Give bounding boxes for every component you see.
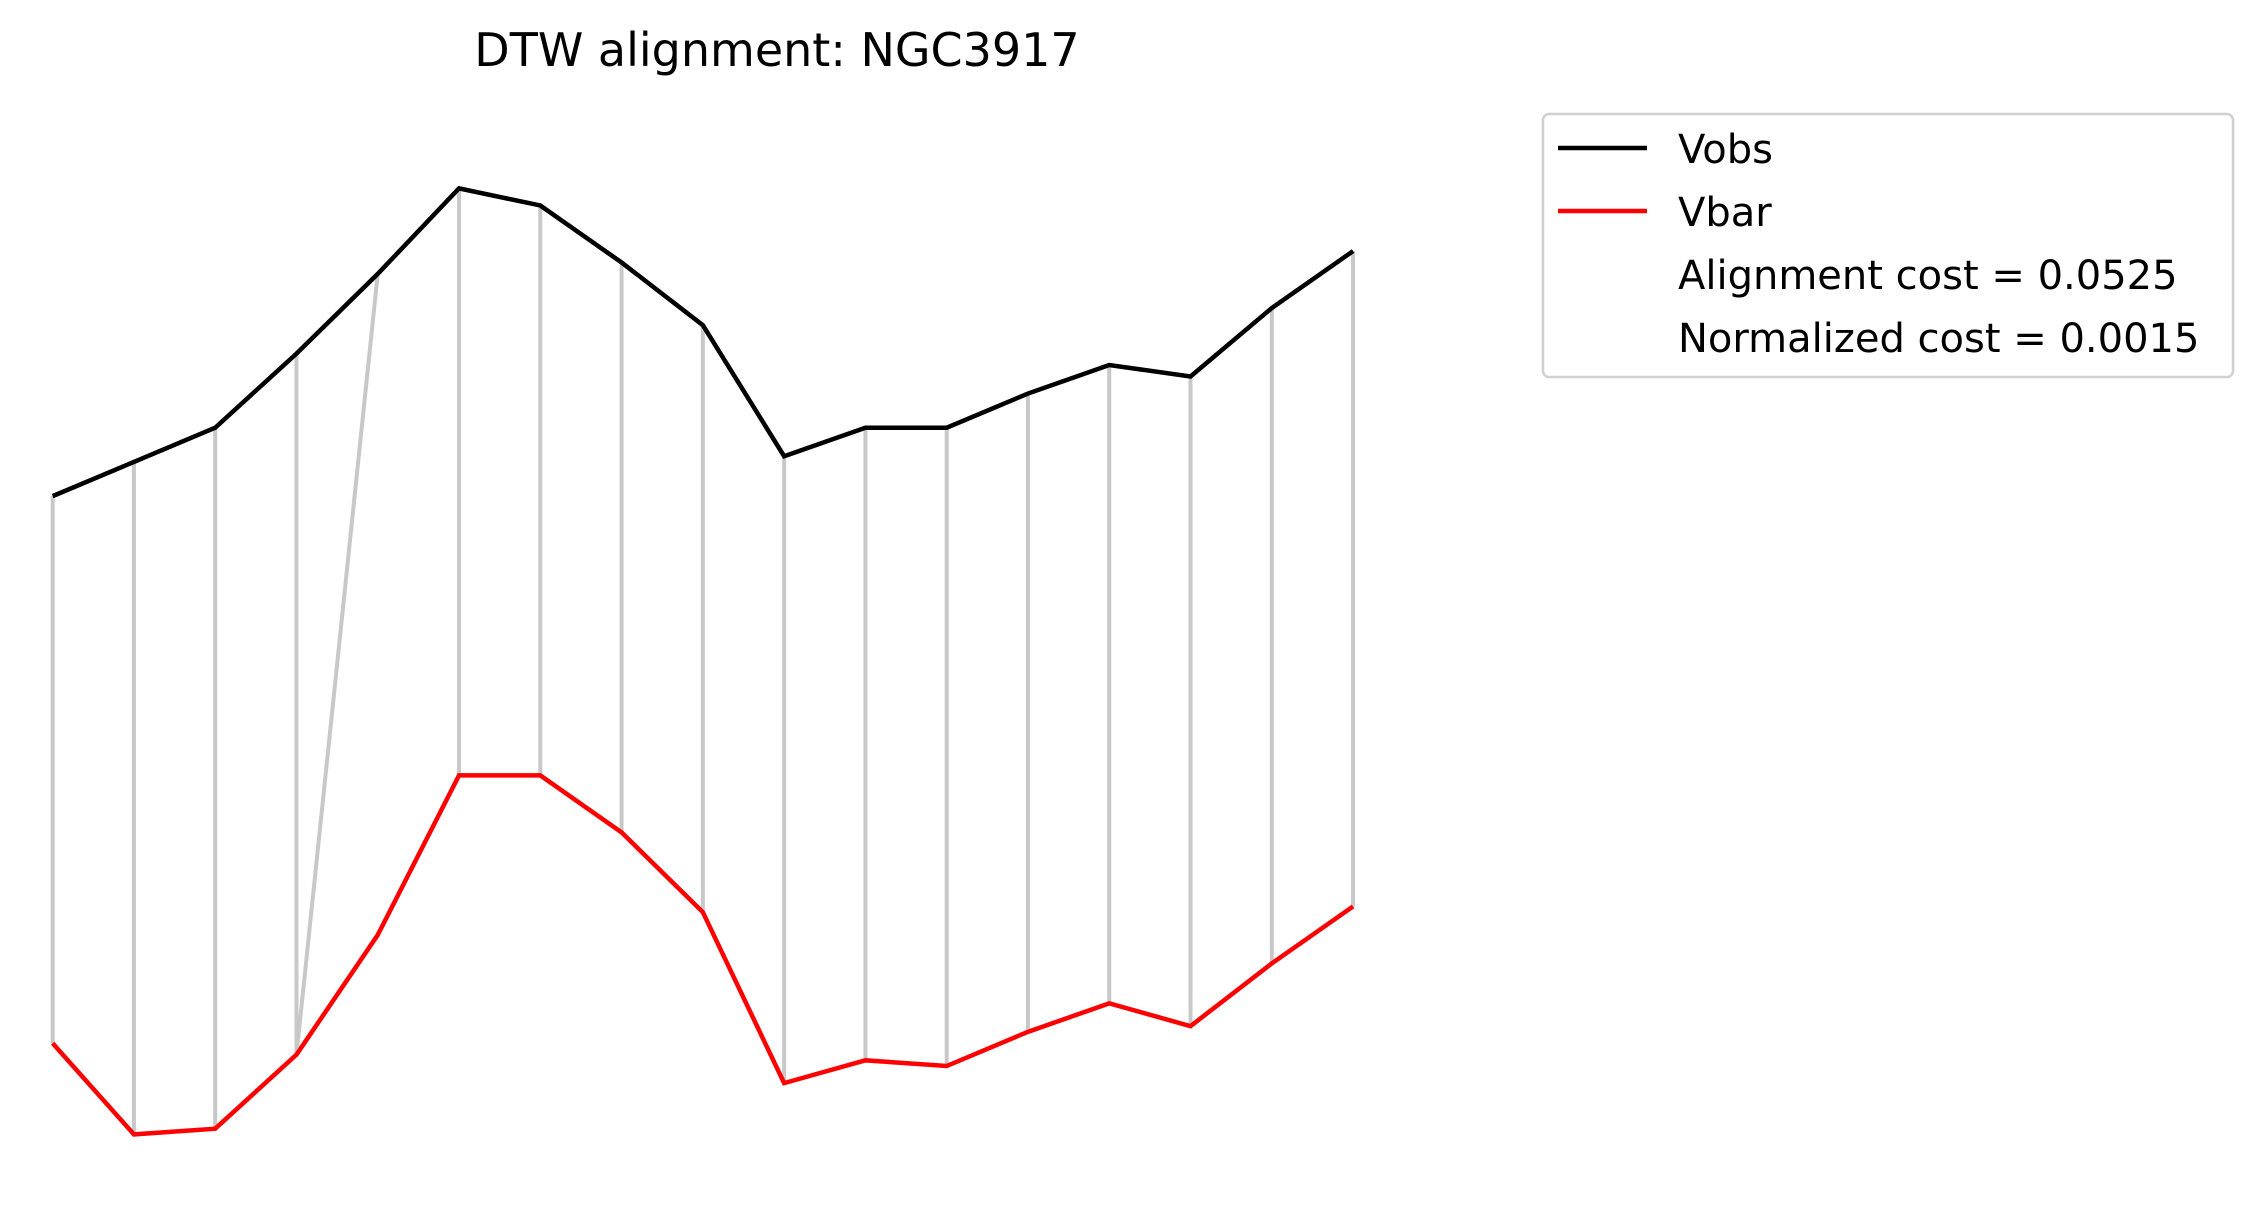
- legend: Vobs Vbar Alignment cost = 0.0525 Normal…: [1541, 112, 2235, 379]
- alignment-lines: [50, 188, 1356, 1135]
- legend-normalized-cost: Normalized cost = 0.0015: [1678, 316, 2199, 362]
- legend-label-vobs: Vobs: [1678, 127, 1773, 173]
- legend-alignment-cost: Alignment cost = 0.0525: [1678, 253, 2178, 299]
- series-lines: [50, 185, 1355, 1137]
- alignment-line-4: [294, 273, 380, 1055]
- chart-title: DTW alignment: NGC3917: [474, 23, 1079, 77]
- series-line-vbar: [50, 773, 1355, 1137]
- legend-label-vbar: Vbar: [1678, 190, 1772, 236]
- series-line-vobs: [51, 185, 1355, 499]
- legend-frame: [1541, 112, 2235, 379]
